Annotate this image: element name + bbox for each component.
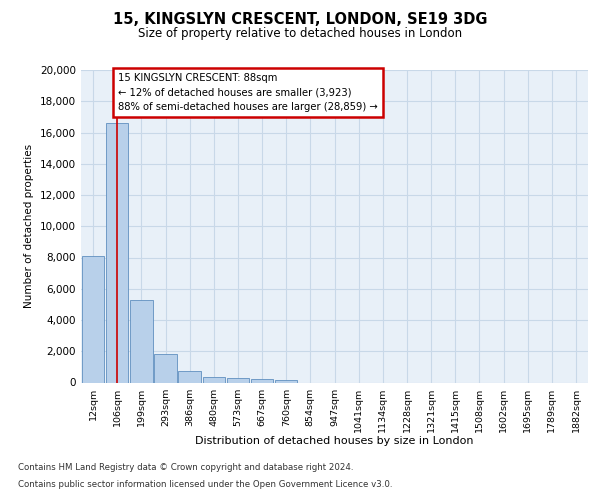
Bar xyxy=(251,380,273,382)
Bar xyxy=(275,380,298,382)
Bar xyxy=(203,377,225,382)
Bar xyxy=(154,354,177,382)
Bar xyxy=(178,371,201,382)
Bar xyxy=(106,123,128,382)
Text: Size of property relative to detached houses in London: Size of property relative to detached ho… xyxy=(138,28,462,40)
Bar xyxy=(227,378,249,382)
Text: Contains HM Land Registry data © Crown copyright and database right 2024.: Contains HM Land Registry data © Crown c… xyxy=(18,464,353,472)
Y-axis label: Number of detached properties: Number of detached properties xyxy=(25,144,34,308)
X-axis label: Distribution of detached houses by size in London: Distribution of detached houses by size … xyxy=(195,436,474,446)
Text: 15, KINGSLYN CRESCENT, LONDON, SE19 3DG: 15, KINGSLYN CRESCENT, LONDON, SE19 3DG xyxy=(113,12,487,28)
Bar xyxy=(82,256,104,382)
Text: 15 KINGSLYN CRESCENT: 88sqm
← 12% of detached houses are smaller (3,923)
88% of : 15 KINGSLYN CRESCENT: 88sqm ← 12% of det… xyxy=(118,73,378,112)
Text: Contains public sector information licensed under the Open Government Licence v3: Contains public sector information licen… xyxy=(18,480,392,489)
Bar xyxy=(130,300,152,382)
